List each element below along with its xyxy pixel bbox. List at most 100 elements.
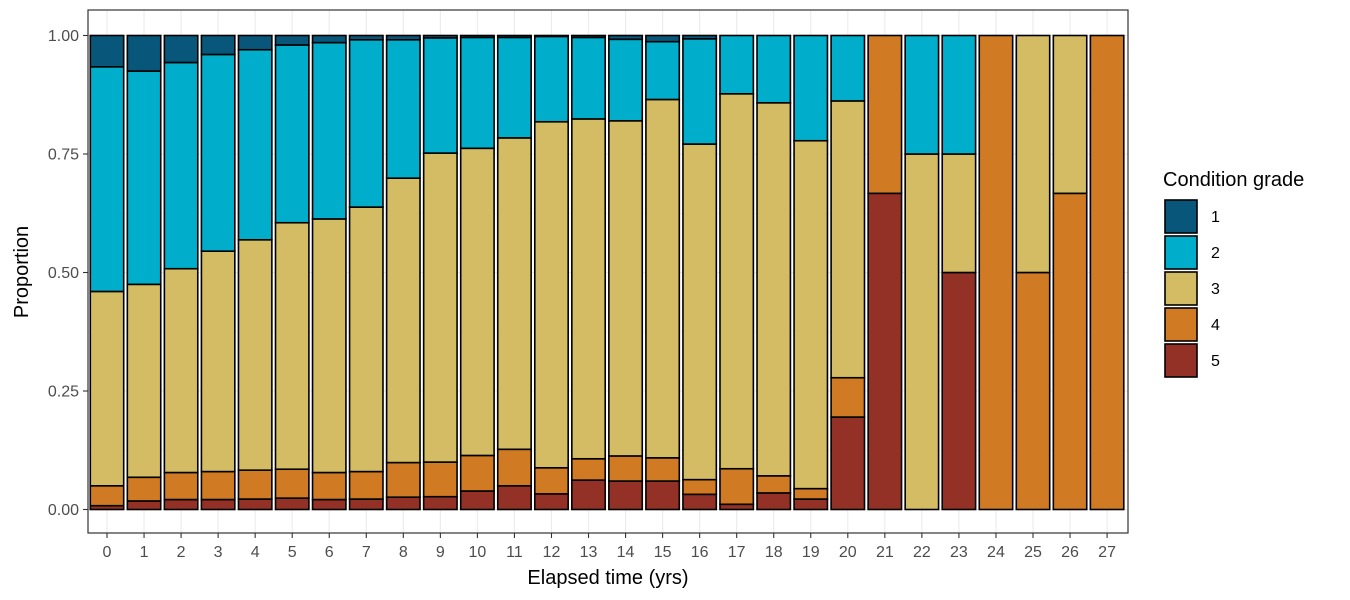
- legend-label-3: 3: [1211, 281, 1220, 298]
- bar-segment-grade-3: [1052, 34, 1088, 195]
- bar-segment-grade-4: [1089, 34, 1125, 511]
- x-tick-label: 19: [802, 544, 820, 561]
- x-tick-label: 15: [654, 544, 672, 561]
- bar-segment-grade-4: [163, 471, 199, 501]
- x-tick-label: 5: [288, 544, 297, 561]
- bar-segment-grade-3: [645, 98, 681, 459]
- x-tick-label: 4: [251, 544, 260, 561]
- x-tick-label: 0: [103, 544, 112, 561]
- bar-segment-grade-2: [200, 53, 236, 252]
- bar-segment-grade-4: [348, 470, 384, 500]
- bar-segment-grade-4: [682, 478, 718, 496]
- bar-segment-grade-3: [200, 250, 236, 473]
- bar-segment-grade-5: [237, 498, 273, 511]
- bar-segment-grade-4: [793, 487, 829, 500]
- bar-segment-grade-2: [348, 38, 384, 208]
- y-tick-label: 0.25: [48, 384, 79, 401]
- bar-segment-grade-4: [1015, 271, 1051, 511]
- bar-segment-grade-3: [422, 152, 458, 463]
- bar-segment-grade-5: [793, 498, 829, 511]
- bar-segment-grade-2: [126, 70, 162, 286]
- bar-segment-grade-5: [756, 492, 792, 511]
- bar-segment-grade-3: [533, 120, 569, 469]
- bar-segment-grade-1: [533, 34, 569, 38]
- bar-segment-grade-4: [1052, 192, 1088, 511]
- bar-segment-grade-2: [385, 38, 421, 179]
- legend-key-1: [1164, 199, 1198, 234]
- bar-segment-grade-3: [237, 238, 273, 471]
- bar-segment-grade-4: [237, 469, 273, 500]
- bar-segment-grade-4: [311, 471, 347, 501]
- bar-segment-grade-3: [348, 206, 384, 473]
- legend-label-4: 4: [1211, 317, 1220, 334]
- bar-segment-grade-5: [941, 271, 977, 511]
- bars-layer: [89, 34, 1125, 511]
- legend-key-4: [1164, 307, 1198, 342]
- bar-segment-grade-1: [237, 34, 273, 51]
- legend-key-5: [1164, 343, 1198, 378]
- bar-segment-grade-1: [571, 34, 607, 39]
- bar-segment-grade-4: [459, 454, 495, 492]
- bar-segment-grade-1: [274, 34, 310, 46]
- x-tick-label: 9: [436, 544, 445, 561]
- bar-segment-grade-4: [496, 448, 532, 487]
- bar-segment-grade-5: [126, 500, 162, 511]
- bar-segment-grade-2: [422, 37, 458, 154]
- x-tick-label: 23: [950, 544, 968, 561]
- legend-label-1: 1: [1211, 209, 1220, 226]
- legend-label-5: 5: [1211, 353, 1220, 370]
- bar-segment-grade-2: [941, 34, 977, 155]
- bar-segment-grade-3: [830, 100, 866, 379]
- bar-segment-grade-2: [793, 34, 829, 142]
- bar-segment-grade-1: [682, 34, 718, 40]
- bar-segment-grade-3: [496, 137, 532, 451]
- bar-segment-grade-4: [200, 470, 236, 501]
- bar-segment-grade-5: [422, 495, 458, 511]
- plot-panel-border: [87, 9, 1129, 534]
- y-axis-title: Proportion: [11, 226, 33, 318]
- y-tick-label: 0.00: [48, 502, 79, 519]
- bar-segment-grade-2: [89, 65, 125, 293]
- bar-segment-grade-4: [422, 461, 458, 498]
- bar-segment-grade-2: [830, 34, 866, 102]
- bar-segment-grade-2: [571, 36, 607, 120]
- bar-segment-grade-3: [682, 143, 718, 481]
- bar-segment-grade-1: [348, 34, 384, 41]
- bar-segment-grade-1: [496, 34, 532, 39]
- bar-segment-grade-3: [126, 283, 162, 479]
- bar-segment-grade-4: [126, 476, 162, 502]
- bar-segment-grade-2: [608, 38, 644, 122]
- bar-segment-grade-3: [311, 218, 347, 474]
- bar-segment-grade-2: [237, 48, 273, 241]
- bar-segment-grade-3: [793, 139, 829, 490]
- bar-segment-grade-3: [274, 221, 310, 471]
- bar-segment-grade-4: [719, 467, 755, 506]
- bar-segment-grade-5: [682, 493, 718, 511]
- bar-segment-grade-3: [904, 153, 940, 511]
- x-tick-label: 16: [691, 544, 709, 561]
- bar-segment-grade-2: [311, 41, 347, 220]
- bar-segment-grade-1: [311, 34, 347, 44]
- x-tick-label: 26: [1061, 544, 1079, 561]
- bar-segment-grade-1: [89, 34, 125, 68]
- bar-segment-grade-4: [89, 484, 125, 507]
- bar-segment-grade-5: [459, 490, 495, 511]
- x-tick-label: 17: [728, 544, 746, 561]
- bar-segment-grade-5: [830, 416, 866, 511]
- bar-segment-grade-3: [719, 93, 755, 470]
- bar-segment-grade-1: [608, 34, 644, 41]
- bar-segment-grade-1: [645, 34, 681, 43]
- bar-segment-grade-4: [830, 376, 866, 418]
- x-tick-label: 11: [506, 544, 523, 561]
- x-tick-label: 1: [140, 544, 149, 561]
- bar-segment-grade-3: [941, 153, 977, 274]
- bar-segment-grade-3: [163, 267, 199, 474]
- bar-segment-grade-5: [571, 479, 607, 511]
- legend: Condition grade 1 2 3 4 5: [1163, 169, 1304, 378]
- x-tick-label: 20: [839, 544, 857, 561]
- x-tick-label: 24: [987, 544, 1005, 561]
- bar-segment-grade-3: [459, 147, 495, 457]
- x-tick-label: 10: [469, 544, 487, 561]
- bar-segment-grade-5: [608, 480, 644, 511]
